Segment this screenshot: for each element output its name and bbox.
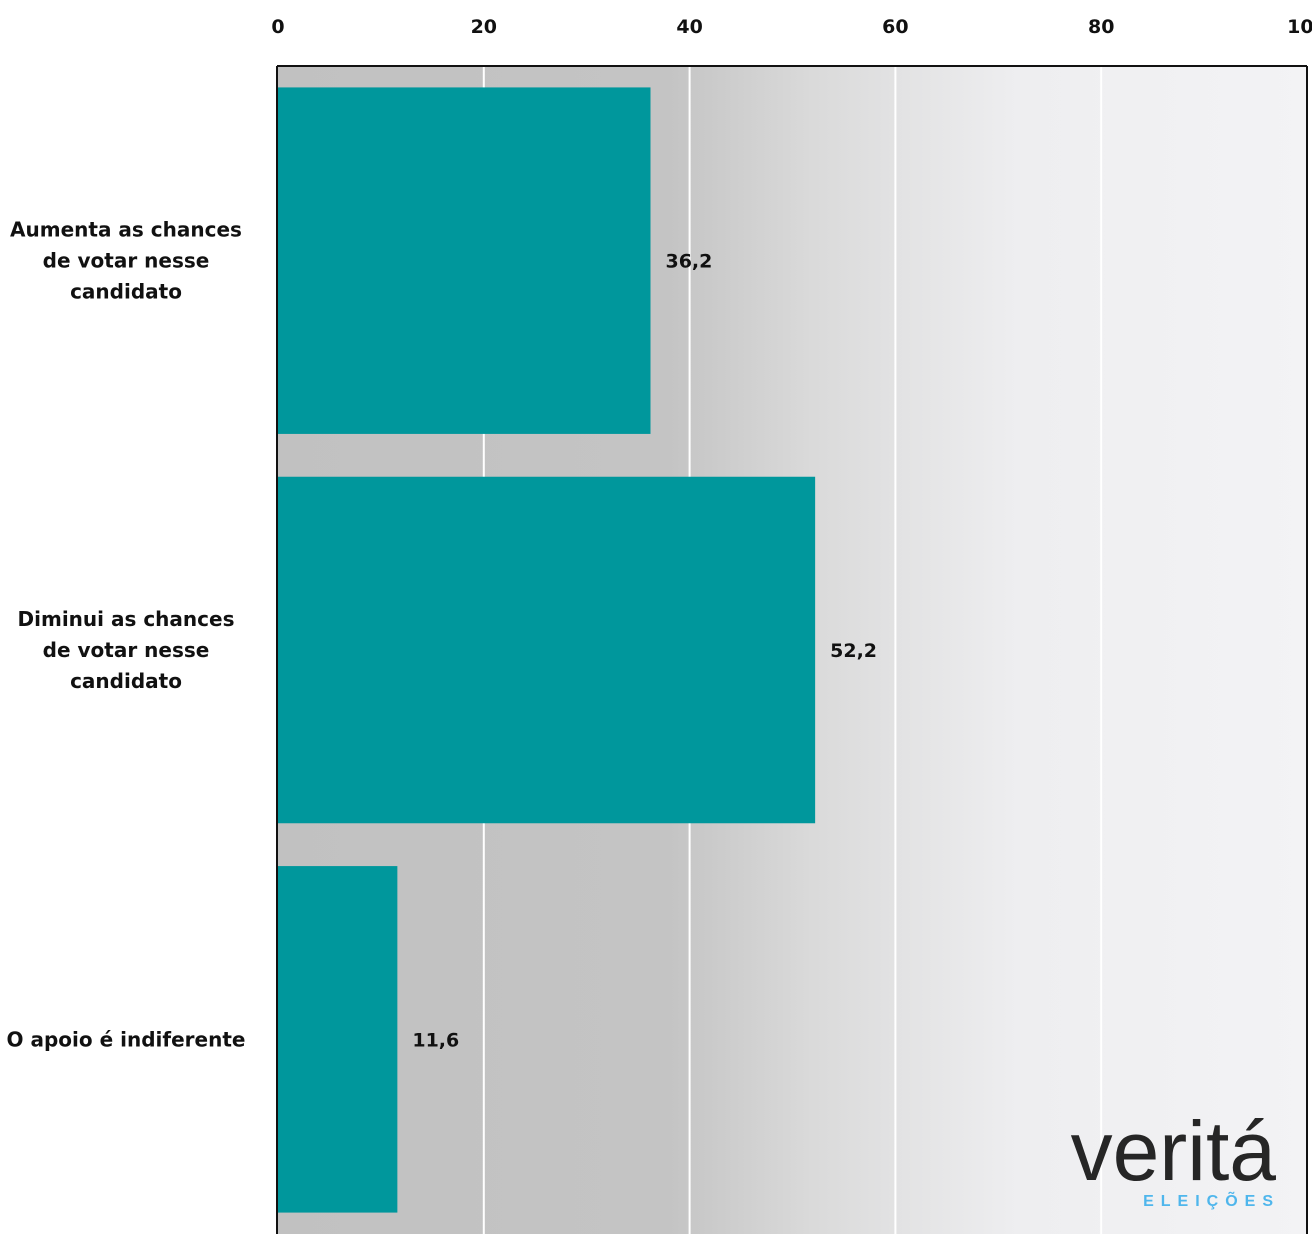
bars — [278, 87, 816, 1213]
x-tick-label: 100 — [1287, 16, 1312, 38]
value-labels: 36,2 52,2 11,6 — [412, 251, 877, 1052]
category-label-line: candidato — [70, 669, 182, 693]
bar-0 — [278, 87, 651, 434]
category-label-line: Aumenta as chances — [10, 218, 242, 242]
category-label-line: O apoio é indiferente — [7, 1027, 246, 1051]
value-label: 36,2 — [665, 251, 712, 273]
logo-wordmark: veritá — [1071, 1104, 1277, 1198]
value-label: 11,6 — [412, 1029, 459, 1051]
x-tick-label: 0 — [271, 16, 284, 38]
x-tick-label: 20 — [471, 16, 497, 38]
x-tick-label: 60 — [882, 16, 908, 38]
category-label-line: candidato — [70, 280, 182, 304]
category-label-line: de votar nesse — [43, 249, 210, 273]
x-tick-labels: 0 20 40 60 80 100 — [271, 16, 1312, 38]
x-tick-label: 80 — [1088, 16, 1114, 38]
bar-2 — [278, 866, 398, 1213]
value-label: 52,2 — [830, 640, 877, 662]
x-tick-label: 40 — [676, 16, 702, 38]
bar-1 — [278, 476, 816, 824]
category-label-line: Diminui as chances — [18, 607, 235, 631]
verita-logo: veritá ELEIÇÕES — [1071, 1104, 1280, 1210]
category-label-line: de votar nesse — [43, 638, 210, 662]
category-labels: Aumenta as chances de votar nesse candidat… — [7, 218, 246, 1052]
logo-subtitle: ELEIÇÕES — [1143, 1190, 1280, 1210]
